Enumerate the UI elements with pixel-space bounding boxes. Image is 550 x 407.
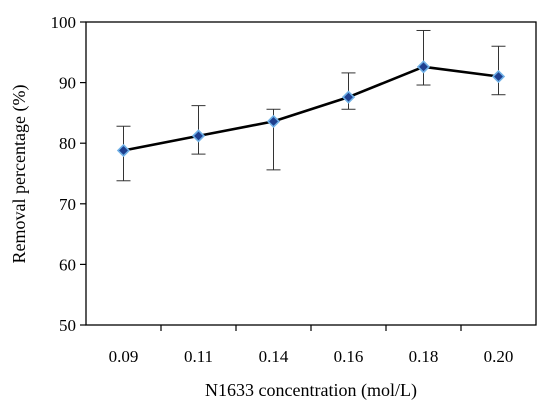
y-tick-label: 90 [59,74,76,93]
y-tick-label: 100 [51,13,77,32]
x-tick-label: 0.11 [184,347,213,366]
data-point [491,69,506,84]
x-tick-labels: 0.09 0.11 0.14 0.16 0.18 0.20 [109,347,514,366]
y-axis-title: Removal percentage (%) [9,85,30,264]
x-axis-title: N1633 concentration (mol/L) [205,380,417,401]
x-tick-label: 0.20 [484,347,514,366]
error-bars [116,29,506,182]
data-markers [116,60,506,158]
plot-frame [85,21,537,326]
data-point [266,114,281,129]
y-tick-label: 80 [59,134,76,153]
x-tick-label: 0.18 [409,347,439,366]
y-tick-labels: 50 60 70 80 90 100 [51,13,77,335]
data-point [116,143,131,158]
error-bar [416,29,431,86]
y-tick-label: 60 [59,255,76,274]
x-tick-label: 0.14 [259,347,289,366]
series-line [123,65,499,152]
y-tick-label: 70 [59,195,76,214]
x-tick-label: 0.09 [109,347,139,366]
data-point [191,129,206,143]
x-tick-label: 0.16 [334,347,364,366]
data-point [416,60,431,74]
axis-ticks [80,21,462,331]
data-point [341,90,356,104]
y-tick-label: 50 [59,316,76,335]
